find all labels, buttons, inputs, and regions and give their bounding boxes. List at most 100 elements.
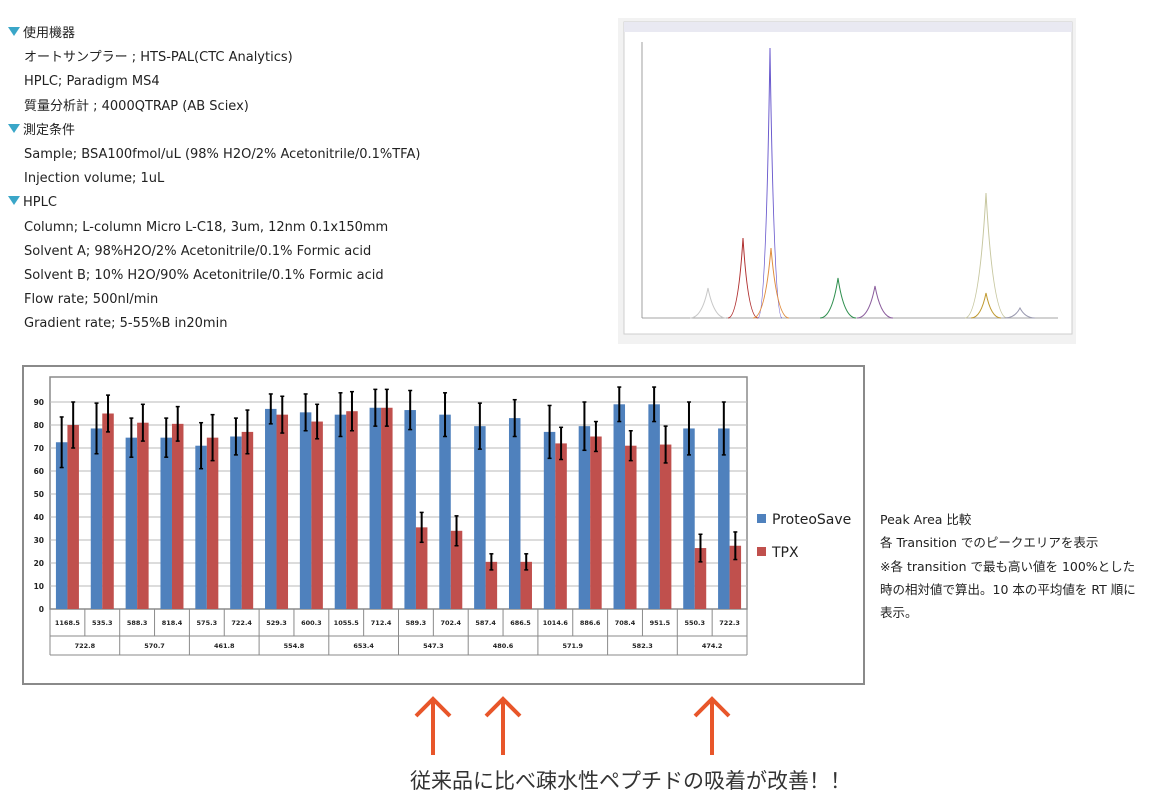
x-tick-label: 1014.6 (543, 619, 569, 627)
bar-proteosave (683, 428, 695, 609)
y-tick-label: 0 (39, 605, 44, 614)
x-tick-label: 722.4 (231, 619, 252, 627)
bar-tpx (206, 437, 219, 609)
bar-proteosave (648, 404, 660, 609)
up-arrow-icon (692, 695, 732, 761)
bar-proteosave (613, 404, 626, 609)
spec-heading: 使用機器 (8, 22, 608, 46)
up-arrow-icon (413, 695, 453, 761)
note-line: Peak Area 比較 (880, 512, 972, 527)
bar-proteosave (55, 442, 68, 609)
x-tick-label: 535.3 (92, 619, 113, 627)
bar-proteosave (195, 445, 207, 609)
bar-tpx (659, 444, 672, 609)
note-line: 各 Transition でのピークエリアを表示 (880, 535, 1099, 551)
bar-proteosave (90, 428, 103, 609)
bar-proteosave (439, 414, 451, 609)
spec-item: Column; L-column Micro L-C18, 3um, 12nm … (8, 216, 608, 240)
y-tick-label: 30 (34, 536, 44, 545)
x-tick-label: 702.4 (440, 619, 461, 627)
spec-text: Injection volume; 1uL (24, 171, 165, 187)
bar-tpx (590, 436, 602, 609)
bar-tpx (485, 561, 498, 609)
bar-tpx (241, 431, 254, 609)
group-label: 461.8 (214, 642, 235, 650)
x-tick-label: 550.3 (684, 619, 705, 627)
bar-proteosave (578, 426, 591, 609)
bar-tpx (729, 545, 742, 609)
group-label: 547.3 (423, 642, 444, 650)
bar-tpx (625, 445, 637, 609)
group-label: 480.6 (493, 642, 514, 650)
up-arrow-icon (483, 695, 523, 761)
group-label: 554.8 (284, 642, 305, 650)
bar-proteosave (404, 410, 416, 609)
bar-tpx (346, 411, 358, 609)
x-tick-label: 951.5 (650, 619, 671, 627)
chromatogram-peak (1004, 306, 1036, 319)
y-tick-label: 40 (34, 513, 44, 522)
triangle-bullet-icon (8, 123, 20, 133)
x-tick-label: 886.6 (580, 619, 601, 627)
triangle-bullet-icon (8, 27, 20, 36)
x-tick-label: 529.3 (266, 619, 287, 627)
legend-item-tpx: TPX (757, 545, 799, 561)
spec-item: Injection volume; 1uL (8, 167, 608, 191)
bar-proteosave (474, 426, 486, 609)
spec-text: 測定条件 (23, 122, 76, 138)
spec-heading: 測定条件 (8, 119, 608, 143)
x-tick-label: 589.3 (406, 619, 427, 627)
group-label: 474.2 (702, 642, 723, 650)
chromatogram-peak (752, 247, 790, 319)
bar-tpx (311, 421, 323, 609)
x-tick-label: 587.4 (475, 619, 496, 627)
bar-tpx (102, 413, 114, 609)
spec-text: Solvent A; 98%H2O/2% Acetonitrile/0.1% F… (24, 243, 372, 259)
x-tick-label: 818.4 (162, 619, 183, 627)
x-tick-label: 712.4 (371, 619, 392, 627)
bar-chart: 0 10 20 30 40 50 60 70 80 90 1168.5 535.3 588.3 818.4… (34, 376, 748, 656)
y-tick-label: 50 (34, 490, 44, 499)
triangle-bullet-icon (8, 196, 20, 206)
x-tick-label: 1055.5 (334, 619, 360, 627)
bar-tpx (137, 422, 149, 609)
legend-label-proteosave: ProteoSave (772, 512, 852, 528)
note-line: 表示。 (880, 605, 918, 621)
chromatogram-peak (757, 47, 783, 319)
group-label: 570.7 (144, 642, 165, 650)
bar-proteosave (369, 407, 382, 609)
bar-tpx (694, 548, 707, 609)
chromatogram-peak (964, 192, 1008, 319)
bar-proteosave (718, 428, 730, 609)
note-line: ※各 transition で最も高い値を 100%とした (880, 558, 1136, 574)
bar-proteosave (160, 437, 172, 609)
bar-tpx (67, 425, 79, 609)
y-tick-label: 80 (34, 421, 44, 430)
x-tick-label: 1168.5 (55, 619, 81, 627)
group-label: 722.8 (75, 642, 96, 650)
spec-text: Column; L-column Micro L-C18, 3um, 12nm … (24, 219, 389, 235)
bar-proteosave (299, 412, 312, 609)
spec-item: Flow rate; 500nl/min (8, 288, 608, 312)
spec-text: オートサンプラー ; HTS-PAL(CTC Analytics) (24, 50, 293, 66)
x-tick-label: 686.5 (510, 619, 531, 627)
legend-swatch-proteosave (757, 514, 766, 523)
spec-item: Solvent B; 10% H2O/90% Acetonitrile/0.1%… (8, 264, 608, 288)
note-line: 時の相対値で算出。10 本の平均値を RT 順に (880, 581, 1136, 597)
legend-label-tpx: TPX (772, 545, 799, 561)
spec-text: Sample; BSA100fmol/uL (98% H2O/2% Aceton… (24, 147, 421, 163)
bar-tpx (381, 407, 393, 609)
y-tick-label: 20 (34, 559, 44, 568)
chromatogram-peak (727, 237, 759, 319)
chromatogram-peak (689, 287, 727, 319)
method-specs: 使用機器 オートサンプラー ; HTS-PAL(CTC Analytics) HPL… (8, 22, 608, 337)
spec-item: Sample; BSA100fmol/uL (98% H2O/2% Aceton… (8, 143, 608, 167)
x-tick-label: 600.3 (301, 619, 322, 627)
bar-tpx (171, 423, 184, 609)
chromatogram-peak (970, 292, 1002, 319)
bar-tpx (450, 530, 463, 609)
bar-proteosave (125, 437, 138, 609)
x-tick-label: 722.3 (719, 619, 740, 627)
bar-proteosave (265, 408, 277, 609)
bar-chart-frame: 0 10 20 30 40 50 60 70 80 90 1168.5 535.3 588.3 818.4… (22, 365, 865, 685)
